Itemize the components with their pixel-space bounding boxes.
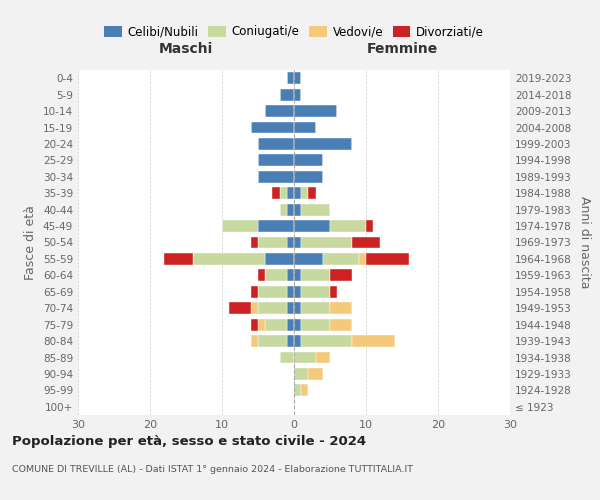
Bar xyxy=(294,72,301,84)
Bar xyxy=(258,138,294,150)
Bar xyxy=(258,335,287,347)
Bar xyxy=(287,318,294,330)
Bar xyxy=(301,270,330,281)
Bar xyxy=(301,188,308,199)
Bar xyxy=(301,318,330,330)
Bar xyxy=(265,253,294,265)
Text: COMUNE DI TREVILLE (AL) - Dati ISTAT 1° gennaio 2024 - Elaborazione TUTTITALIA.I: COMUNE DI TREVILLE (AL) - Dati ISTAT 1° … xyxy=(12,465,413,474)
Bar xyxy=(164,253,193,265)
Bar xyxy=(287,188,294,199)
Bar xyxy=(280,188,287,199)
Bar xyxy=(258,318,265,330)
Bar xyxy=(251,286,258,298)
Bar xyxy=(294,236,301,248)
Bar xyxy=(258,286,287,298)
Bar xyxy=(323,253,359,265)
Bar xyxy=(251,236,258,248)
Bar xyxy=(258,154,294,166)
Bar xyxy=(280,204,287,216)
Bar xyxy=(316,352,330,364)
Bar xyxy=(265,105,294,117)
Bar xyxy=(258,302,287,314)
Bar xyxy=(359,253,366,265)
Bar xyxy=(330,270,352,281)
Bar xyxy=(193,253,265,265)
Bar xyxy=(294,171,323,182)
Bar xyxy=(330,318,352,330)
Bar xyxy=(294,122,316,134)
Bar xyxy=(330,286,337,298)
Bar xyxy=(352,236,380,248)
Legend: Celibi/Nubili, Coniugati/e, Vedovi/e, Divorziati/e: Celibi/Nubili, Coniugati/e, Vedovi/e, Di… xyxy=(99,20,489,43)
Bar xyxy=(294,204,301,216)
Bar xyxy=(301,335,352,347)
Text: Popolazione per età, sesso e stato civile - 2024: Popolazione per età, sesso e stato civil… xyxy=(12,435,366,448)
Bar xyxy=(251,122,294,134)
Bar xyxy=(258,220,294,232)
Bar xyxy=(251,302,258,314)
Bar xyxy=(366,253,409,265)
Bar xyxy=(294,302,301,314)
Bar xyxy=(308,188,316,199)
Bar xyxy=(330,220,366,232)
Bar xyxy=(258,171,294,182)
Bar xyxy=(258,270,265,281)
Bar xyxy=(294,220,330,232)
Bar xyxy=(287,286,294,298)
Bar xyxy=(301,204,330,216)
Bar xyxy=(294,88,301,101)
Y-axis label: Fasce di età: Fasce di età xyxy=(25,205,37,280)
Bar xyxy=(258,236,287,248)
Bar xyxy=(280,352,294,364)
Bar xyxy=(287,72,294,84)
Bar xyxy=(294,154,323,166)
Bar xyxy=(265,318,287,330)
Bar xyxy=(301,302,330,314)
Bar xyxy=(272,188,280,199)
Y-axis label: Anni di nascita: Anni di nascita xyxy=(578,196,591,289)
Bar xyxy=(294,352,316,364)
Bar xyxy=(301,236,352,248)
Text: Maschi: Maschi xyxy=(159,42,213,56)
Bar xyxy=(294,270,301,281)
Bar xyxy=(294,286,301,298)
Bar xyxy=(294,318,301,330)
Bar xyxy=(287,335,294,347)
Bar xyxy=(294,384,301,396)
Bar xyxy=(352,335,395,347)
Text: Femmine: Femmine xyxy=(367,42,437,56)
Bar xyxy=(280,88,294,101)
Bar xyxy=(287,302,294,314)
Bar xyxy=(301,286,330,298)
Bar xyxy=(251,318,258,330)
Bar xyxy=(301,384,308,396)
Bar xyxy=(287,270,294,281)
Bar xyxy=(294,105,337,117)
Bar xyxy=(294,138,352,150)
Bar xyxy=(294,188,301,199)
Bar xyxy=(222,220,258,232)
Bar xyxy=(294,368,308,380)
Bar xyxy=(229,302,251,314)
Bar xyxy=(251,335,258,347)
Bar xyxy=(265,270,287,281)
Bar xyxy=(366,220,373,232)
Bar xyxy=(287,236,294,248)
Bar xyxy=(308,368,323,380)
Bar xyxy=(294,335,301,347)
Bar xyxy=(330,302,352,314)
Bar xyxy=(294,253,323,265)
Bar xyxy=(287,204,294,216)
